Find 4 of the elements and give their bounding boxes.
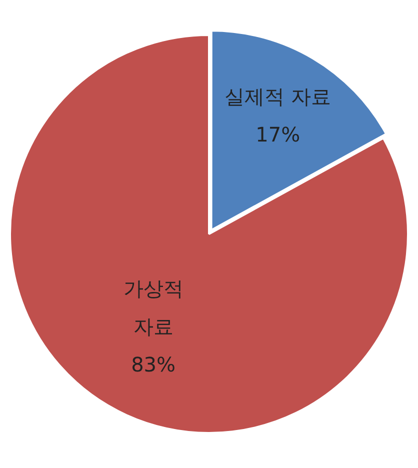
slice-label: 가상적 자료 bbox=[123, 276, 184, 338]
data-label: 83% bbox=[131, 352, 176, 376]
slice-label: 실제적 자료 bbox=[224, 84, 332, 109]
data-label: 17% bbox=[256, 122, 300, 147]
